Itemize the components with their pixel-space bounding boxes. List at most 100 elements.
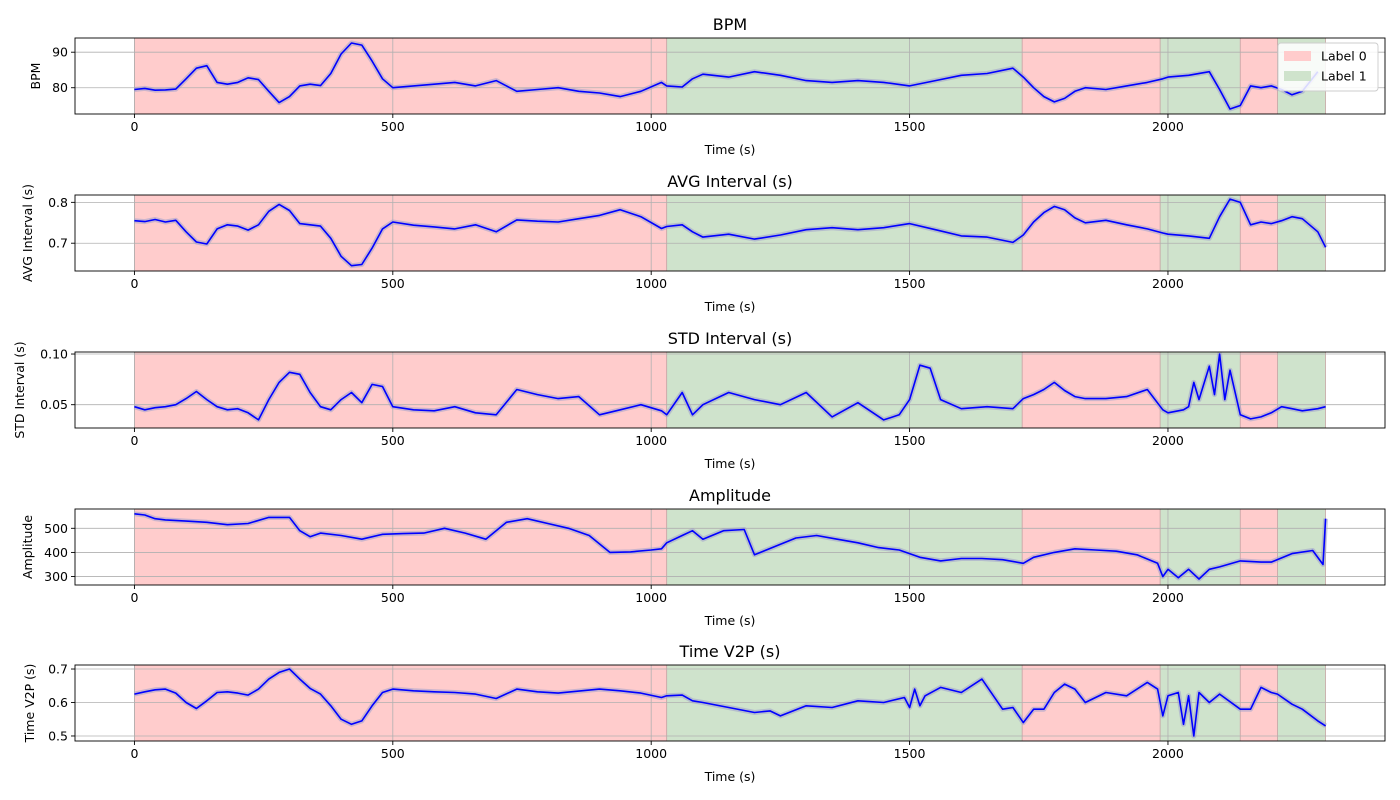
segment-label-0	[1021, 665, 1161, 741]
x-axis-label: Time (s)	[704, 456, 756, 471]
axes-frame	[74, 351, 1386, 429]
segment-label-0	[1239, 665, 1278, 741]
x-tick-label: 500	[381, 276, 405, 291]
y-tick-label: 90	[52, 45, 68, 60]
x-tick-label: 0	[130, 119, 138, 134]
series	[134, 196, 1328, 269]
x-tick-label: 0	[130, 590, 138, 605]
legend-item-label: Label 1	[1321, 69, 1367, 84]
legend-item-label: Label 0	[1321, 49, 1367, 64]
segment-label-0	[134, 352, 668, 428]
label-segments	[134, 509, 1326, 585]
grid	[75, 38, 1385, 114]
x-tick-label: 1500	[894, 746, 926, 761]
x-tick-label: 2000	[1152, 119, 1184, 134]
y-tick-label: 0.7	[48, 236, 68, 251]
x-tick-label: 0	[130, 276, 138, 291]
segment-label-1	[666, 509, 1023, 585]
y-tick-label: 400	[44, 545, 68, 560]
y-tick-label: 0.10	[40, 347, 68, 362]
y-axis-label: BPM	[28, 63, 43, 90]
series-line	[134, 198, 1327, 267]
x-tick-label: 1500	[894, 590, 926, 605]
label-segments	[134, 665, 1326, 741]
series-line	[134, 513, 1327, 580]
y-tick-label: 0.7	[48, 662, 68, 677]
segment-label-0	[1021, 509, 1161, 585]
x-tick-label: 1000	[635, 590, 667, 605]
segment-label-1	[1277, 665, 1326, 741]
segment-label-1	[666, 352, 1023, 428]
axes-frame	[74, 664, 1386, 742]
label-segments	[134, 352, 1326, 428]
legend-swatch	[1284, 71, 1311, 81]
y-tick-label: 0.05	[40, 397, 68, 412]
x-tick-label: 2000	[1152, 590, 1184, 605]
x-axis-label: Time (s)	[704, 299, 756, 314]
x-tick-label: 1500	[894, 119, 926, 134]
axes-frame	[74, 508, 1386, 586]
x-tick-label: 1000	[635, 433, 667, 448]
subplot-title: STD Interval (s)	[668, 329, 793, 348]
series	[133, 352, 1327, 423]
subplot-2: 0 500 1000 1500 2000 0.7 0.8 AVG Interval (s) Ti…	[20, 172, 1386, 314]
y-axis-label: AVG Interval (s)	[20, 184, 35, 282]
y-tick-label: 0.8	[48, 195, 68, 210]
x-tick-label: 2000	[1152, 276, 1184, 291]
legend-swatch	[1284, 51, 1311, 61]
subplot-3: 0 500 1000 1500 2000 0.05 0.10 STD Interval (s)…	[12, 329, 1386, 471]
y-axis-label: Amplitude	[20, 515, 35, 579]
x-axis-label: Time (s)	[704, 769, 756, 784]
grid	[75, 195, 1385, 271]
subplot-5: 0 500 1000 1500 2000 0.5 0.6 0.7 Time V2P (s) Tim…	[22, 642, 1386, 784]
segment-label-0	[1021, 195, 1161, 271]
x-tick-label: 500	[381, 433, 405, 448]
axes-frame	[74, 194, 1386, 272]
segment-label-0	[1239, 38, 1278, 114]
x-tick-label: 1500	[894, 276, 926, 291]
x-tick-label: 2000	[1152, 746, 1184, 761]
grid	[75, 352, 1385, 428]
y-tick-label: 80	[52, 80, 68, 95]
subplot-1: 0 500 1000 1500 2000 80 90 BPM Time (s) BPM Label …	[28, 15, 1386, 157]
segment-label-1	[1277, 352, 1326, 428]
y-axis-label: Time V2P (s)	[22, 664, 37, 744]
series-line	[134, 353, 1326, 421]
subplot-4: 0 500 1000 1500 2000 300 400 500 Amplitude Time (…	[20, 486, 1386, 628]
segment-label-0	[134, 509, 668, 585]
segment-label-0	[1239, 195, 1278, 271]
segment-label-1	[1277, 509, 1326, 585]
y-tick-label: 0.5	[48, 728, 68, 743]
y-tick-label: 300	[44, 569, 68, 584]
x-tick-label: 500	[381, 119, 405, 134]
series	[133, 666, 1327, 739]
x-tick-label: 1000	[635, 746, 667, 761]
subplot-title: BPM	[713, 15, 747, 34]
subplot-title: Amplitude	[689, 486, 771, 505]
axes-frame	[74, 37, 1386, 115]
x-axis-label: Time (s)	[704, 142, 756, 157]
x-tick-label: 500	[381, 590, 405, 605]
x-tick-label: 1000	[635, 276, 667, 291]
series-line	[134, 668, 1327, 737]
subplot-title: Time V2P (s)	[679, 642, 781, 661]
subplot-title: AVG Interval (s)	[667, 172, 793, 191]
x-tick-label: 0	[130, 433, 138, 448]
y-tick-label: 500	[44, 521, 68, 536]
x-tick-label: 1500	[894, 433, 926, 448]
segment-label-0	[134, 665, 668, 741]
legend: Label 0 Label 1	[1277, 42, 1379, 92]
segment-label-0	[134, 38, 668, 114]
segment-label-0	[1239, 509, 1278, 585]
y-tick-label: 0.6	[48, 695, 68, 710]
series	[134, 511, 1329, 582]
y-axis-label: STD Interval (s)	[12, 341, 27, 438]
x-tick-label: 1000	[635, 119, 667, 134]
x-tick-label: 0	[130, 746, 138, 761]
series	[134, 40, 1320, 112]
x-tick-label: 500	[381, 746, 405, 761]
x-tick-label: 2000	[1152, 433, 1184, 448]
series-line	[134, 42, 1319, 110]
segment-label-0	[1021, 38, 1161, 114]
